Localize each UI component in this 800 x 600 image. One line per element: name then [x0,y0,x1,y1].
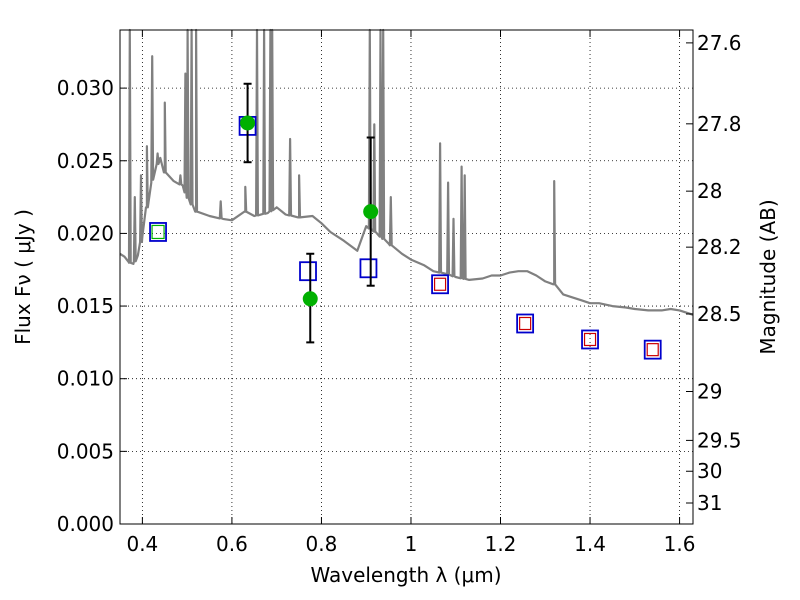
x-tick-label: 1 [405,532,418,556]
x-tick-label: 1.4 [574,532,606,556]
y-tick-label: 0.000 [57,512,114,536]
data-points [149,82,662,360]
x-tick-label: 0.4 [126,532,158,556]
model-photometry-box [431,274,449,295]
model-photometry-box [516,313,535,334]
observed-point [240,115,256,131]
model-photometry-inner [646,343,659,357]
x-tick-label: 0.6 [216,532,248,556]
plot-frame [119,29,694,525]
observed-point [363,204,379,220]
x-axis-ticks: 0.4 0.6 0.8 1 1.2 1.4 1.6 [126,30,695,556]
right-tick-label: 28 [697,179,722,203]
model-photometry-box [643,339,662,360]
right-axis-ticks: 27.6 27.8 28 28.2 28.5 29 29.5 30 31 [686,31,742,515]
x-tick-label: 0.8 [306,532,338,556]
model-photometry-box [581,329,599,350]
right-tick-label: 28.5 [697,302,742,326]
right-tick-label: 31 [697,491,722,515]
y-tick-label: 0.005 [57,439,114,463]
grid-lines [120,30,693,525]
model-photometry-inner [433,277,447,291]
observed-point [302,291,318,307]
model-photometry-box [359,258,378,279]
y-tick-label: 0.030 [57,76,114,100]
y-tick-label: 0.015 [57,294,114,318]
model-photometry-inner [151,224,165,240]
y-tick-label: 0.025 [57,149,114,173]
right-tick-label: 29.5 [697,428,742,452]
y-tick-label: 0.010 [57,367,114,391]
model-photometry-inner [519,316,532,331]
model-photometry-inner [583,332,597,347]
y-axis-label-left: Flux Fν ( μJy ) [11,209,35,345]
right-tick-label: 30 [697,459,722,483]
x-tick-label: 1.6 [664,532,696,556]
y-axis-label-right: Magnitude (AB) [756,199,780,354]
y-axis-ticks: 0.000 0.005 0.010 0.015 0.020 0.025 0.030 [57,76,127,536]
y-tick-label: 0.020 [57,221,114,245]
right-tick-label: 28.2 [697,235,742,259]
right-tick-label: 29 [697,379,722,403]
right-tick-label: 27.6 [697,31,742,55]
x-axis-label: Wavelength λ (μm) [310,563,501,587]
right-tick-label: 27.8 [697,112,742,136]
model-spectrum-line [119,28,694,316]
x-tick-label: 1.2 [485,532,517,556]
model-photometry-box [149,222,167,242]
model-photometry-box [299,261,317,282]
model-spectrum [119,28,694,316]
